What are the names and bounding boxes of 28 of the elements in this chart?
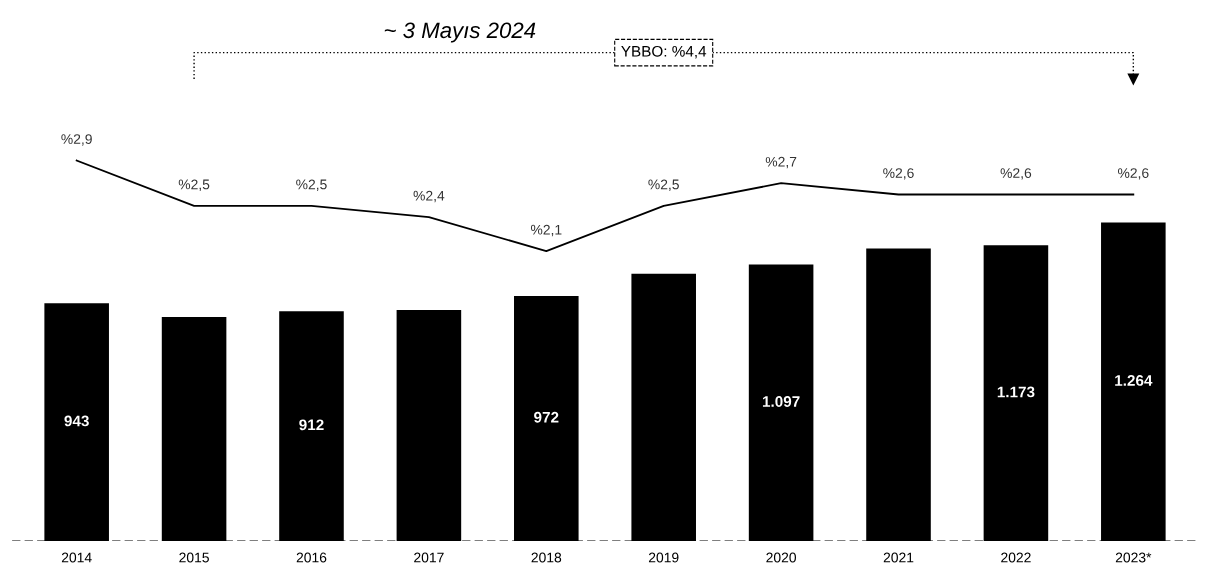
data-label: %2,9: [61, 134, 92, 146]
x-tick-label: 2017: [414, 552, 444, 563]
x-tick-label: 2019: [648, 552, 679, 563]
x-tick-label: 2018: [531, 552, 562, 563]
x-tick-label: 2015: [179, 552, 209, 563]
data-label: 972: [534, 411, 559, 423]
x-tick-label: 2014: [61, 552, 92, 563]
x-tick-label: 2021: [883, 552, 914, 563]
data-label: %2,5: [178, 179, 210, 191]
data-label: 912: [299, 419, 324, 431]
text: YBBO: %4,4: [621, 45, 707, 59]
data-label: 1.173: [997, 386, 1035, 398]
data-label: %2,6: [1117, 168, 1149, 180]
data-label: 1.097: [762, 396, 800, 407]
x-tick-label: 2016: [296, 552, 327, 563]
x-tick-label: 2020: [766, 552, 797, 563]
data-label: %2,1: [530, 224, 562, 237]
data-label: %2,5: [296, 179, 327, 191]
x-tick-label: 2022: [1001, 552, 1031, 563]
x-tick-label: 2023*: [1115, 552, 1152, 563]
data-label: %2,7: [765, 156, 797, 169]
data-label: 943: [64, 415, 89, 427]
data-label: %2,6: [883, 168, 914, 180]
data-label: %2,4: [413, 190, 445, 203]
data-label: %2,6: [1000, 168, 1032, 180]
data-label: %2,5: [648, 179, 679, 191]
data-label: 1.264: [1115, 375, 1153, 386]
text: ~ 3 Mayıs 2024: [384, 22, 536, 43]
